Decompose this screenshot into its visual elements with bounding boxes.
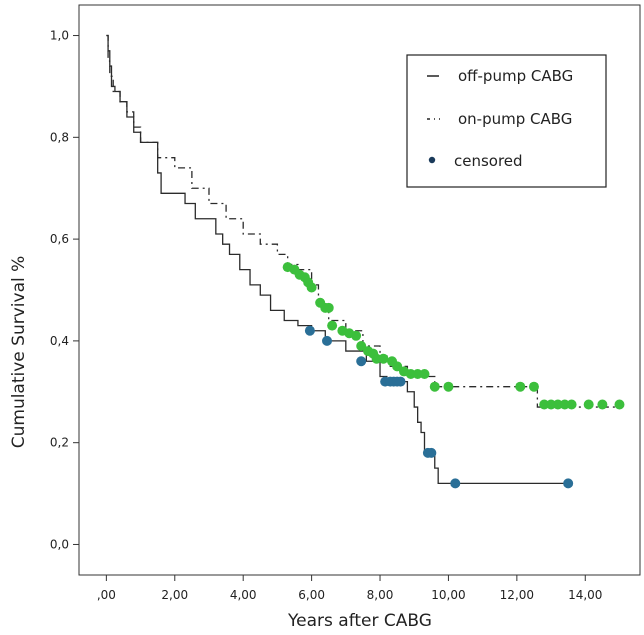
x-tick-label: 4,00 <box>230 588 257 602</box>
x-tick-label: 6,00 <box>298 588 325 602</box>
censored-point-on-pump-cabg <box>566 399 577 410</box>
censored-point-on-pump-cabg <box>515 381 526 392</box>
legend-label-off-pump: off-pump CABG <box>458 67 573 85</box>
x-axis: ,00 2,00 4,00 6,00 8,00 10,00 12,00 14,00 <box>97 575 602 602</box>
censored-point-on-pump-cabg <box>559 399 570 410</box>
censored-point-on-pump-cabg <box>378 353 389 364</box>
censored-point-on-pump-cabg <box>419 368 430 379</box>
legend: off-pump CABG on-pump CABG censored <box>406 54 607 188</box>
x-tick-label: 14,00 <box>568 588 602 602</box>
censored-point-off-pump-cabg <box>395 376 406 387</box>
legend-label-on-pump: on-pump CABG <box>458 110 572 128</box>
x-tick-label: ,00 <box>97 588 116 602</box>
censored-point-off-pump-cabg <box>356 356 367 367</box>
censored-point-on-pump-cabg <box>356 340 367 351</box>
censored-point-off-pump-cabg <box>304 325 315 336</box>
censored-point-on-pump-cabg <box>597 399 608 410</box>
legend-label-censored: censored <box>454 152 523 170</box>
y-tick-label: 0,6 <box>50 232 69 246</box>
y-tick-label: 0,0 <box>50 537 69 551</box>
censored-point-on-pump-cabg <box>371 353 382 364</box>
censored-point-on-pump-cabg <box>552 399 563 410</box>
censored-point-off-pump-cabg <box>563 478 574 489</box>
y-axis: 0,0 0,2 0,4 0,6 0,8 1,0 <box>50 29 79 551</box>
censored-point-on-pump-cabg <box>392 361 403 372</box>
x-axis-title: Years after CABG <box>287 611 432 631</box>
censored-point-off-pump-cabg <box>450 478 461 489</box>
censored-point-off-pump-cabg <box>322 335 333 346</box>
censored-point-off-pump-cabg <box>426 447 437 458</box>
censored-point-on-pump-cabg <box>323 302 334 313</box>
series-line-off-pump-cabg <box>106 34 565 485</box>
plot-frame <box>78 4 641 576</box>
censored-point-on-pump-cabg <box>539 399 550 410</box>
y-tick-label: 0,4 <box>50 334 69 348</box>
censored-point-on-pump-cabg <box>306 282 317 293</box>
x-tick-label: 10,00 <box>431 588 465 602</box>
censored-point-on-pump-cabg <box>429 381 440 392</box>
censored-point-on-pump-cabg <box>405 368 416 379</box>
censored-point-on-pump-cabg <box>412 368 423 379</box>
censored-point-on-pump-cabg <box>327 320 338 331</box>
x-tick-label: 8,00 <box>367 588 394 602</box>
censored-point-on-pump-cabg <box>583 399 594 410</box>
censored-point-on-pump-cabg <box>443 381 454 392</box>
x-tick-label: 12,00 <box>500 588 534 602</box>
legend-swatch-censored <box>428 156 436 164</box>
y-tick-label: 0,8 <box>50 130 69 144</box>
x-tick-label: 2,00 <box>161 588 188 602</box>
legend-box <box>406 54 607 188</box>
censored-markers <box>282 262 625 489</box>
y-axis-title: Cumulative Survival % <box>9 256 29 449</box>
y-tick-label: 1,0 <box>50 29 69 43</box>
y-tick-label: 0,2 <box>50 436 69 450</box>
censored-point-on-pump-cabg <box>351 330 362 341</box>
censored-point-on-pump-cabg <box>614 399 625 410</box>
censored-point-on-pump-cabg <box>528 381 539 392</box>
censored-point-on-pump-cabg <box>546 399 557 410</box>
